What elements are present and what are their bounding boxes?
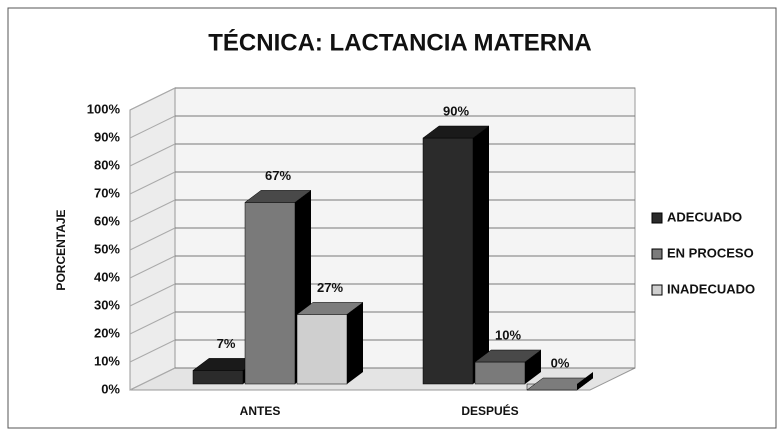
grid-line-side — [129, 311, 176, 335]
data-label: 90% — [443, 103, 469, 118]
legend-label: ADECUADO — [667, 209, 742, 224]
grid-line-side — [129, 227, 176, 251]
legend-label: INADECUADO — [667, 281, 755, 296]
y-tick-label: 0% — [101, 381, 120, 396]
y-axis-label: PORCENTAJE — [54, 209, 68, 290]
x-tick-label: ANTES — [240, 404, 281, 418]
grid-line-side — [129, 367, 176, 391]
data-label: 27% — [317, 280, 343, 295]
y-tick-label: 90% — [94, 129, 120, 144]
grid-line-side — [129, 199, 176, 223]
bar — [296, 314, 348, 385]
bar-side — [525, 350, 541, 384]
data-label: 67% — [265, 168, 291, 183]
legend-swatch — [651, 248, 663, 260]
y-tick-label: 40% — [94, 269, 120, 284]
y-tick-label: 30% — [94, 297, 120, 312]
x-tick-label: DESPUÉS — [461, 403, 518, 418]
y-tick-label: 60% — [94, 213, 120, 228]
grid-line-side — [129, 115, 176, 139]
y-tick-label: 70% — [94, 185, 120, 200]
bar — [192, 370, 244, 385]
chart-title: TÉCNICA: LACTANCIA MATERNA — [208, 28, 592, 56]
legend-swatch — [651, 212, 663, 224]
bar — [474, 361, 526, 385]
bar-side — [473, 126, 489, 384]
bar — [422, 137, 474, 385]
data-label: 10% — [495, 327, 521, 342]
y-tick-label: 100% — [87, 101, 121, 116]
legend-swatch — [651, 284, 663, 296]
grid-line-side — [129, 255, 176, 279]
legend-label: EN PROCESO — [667, 245, 754, 260]
y-tick-label: 50% — [94, 241, 120, 256]
grid-line-side — [129, 339, 176, 363]
grid-line-side — [129, 87, 176, 111]
bar-side — [347, 302, 363, 384]
grid-line-side — [129, 143, 176, 167]
data-label: 7% — [217, 336, 236, 351]
grid-line-side — [129, 171, 176, 195]
y-tick-label: 10% — [94, 353, 120, 368]
grid-line-side — [129, 283, 176, 307]
y-tick-label: 80% — [94, 157, 120, 172]
bar — [244, 202, 296, 385]
data-label: 0% — [551, 355, 570, 370]
y-tick-label: 20% — [94, 325, 120, 340]
bar-side — [577, 372, 593, 390]
